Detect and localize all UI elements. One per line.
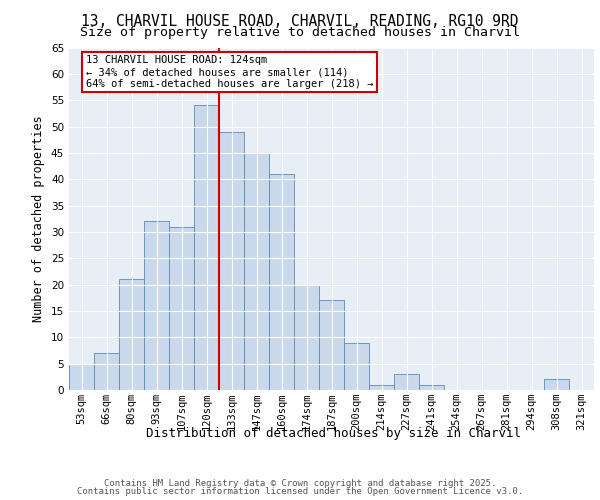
Bar xyxy=(194,106,219,390)
Bar xyxy=(269,174,294,390)
Bar xyxy=(319,300,344,390)
Bar xyxy=(169,226,194,390)
Text: Distribution of detached houses by size in Charvil: Distribution of detached houses by size … xyxy=(146,428,521,440)
Bar xyxy=(294,284,319,390)
Bar xyxy=(119,280,144,390)
Bar xyxy=(69,364,94,390)
Bar xyxy=(144,222,169,390)
Bar xyxy=(244,153,269,390)
Bar xyxy=(219,132,244,390)
Bar xyxy=(369,384,394,390)
Text: 13 CHARVIL HOUSE ROAD: 124sqm
← 34% of detached houses are smaller (114)
64% of : 13 CHARVIL HOUSE ROAD: 124sqm ← 34% of d… xyxy=(86,56,373,88)
Bar xyxy=(344,342,369,390)
Bar xyxy=(419,384,444,390)
Text: Contains HM Land Registry data © Crown copyright and database right 2025.: Contains HM Land Registry data © Crown c… xyxy=(104,478,496,488)
Bar xyxy=(94,353,119,390)
Text: 13, CHARVIL HOUSE ROAD, CHARVIL, READING, RG10 9RD: 13, CHARVIL HOUSE ROAD, CHARVIL, READING… xyxy=(81,14,519,29)
Bar xyxy=(544,380,569,390)
Bar xyxy=(394,374,419,390)
Y-axis label: Number of detached properties: Number of detached properties xyxy=(32,116,46,322)
Text: Size of property relative to detached houses in Charvil: Size of property relative to detached ho… xyxy=(80,26,520,39)
Text: Contains public sector information licensed under the Open Government Licence v3: Contains public sector information licen… xyxy=(77,487,523,496)
